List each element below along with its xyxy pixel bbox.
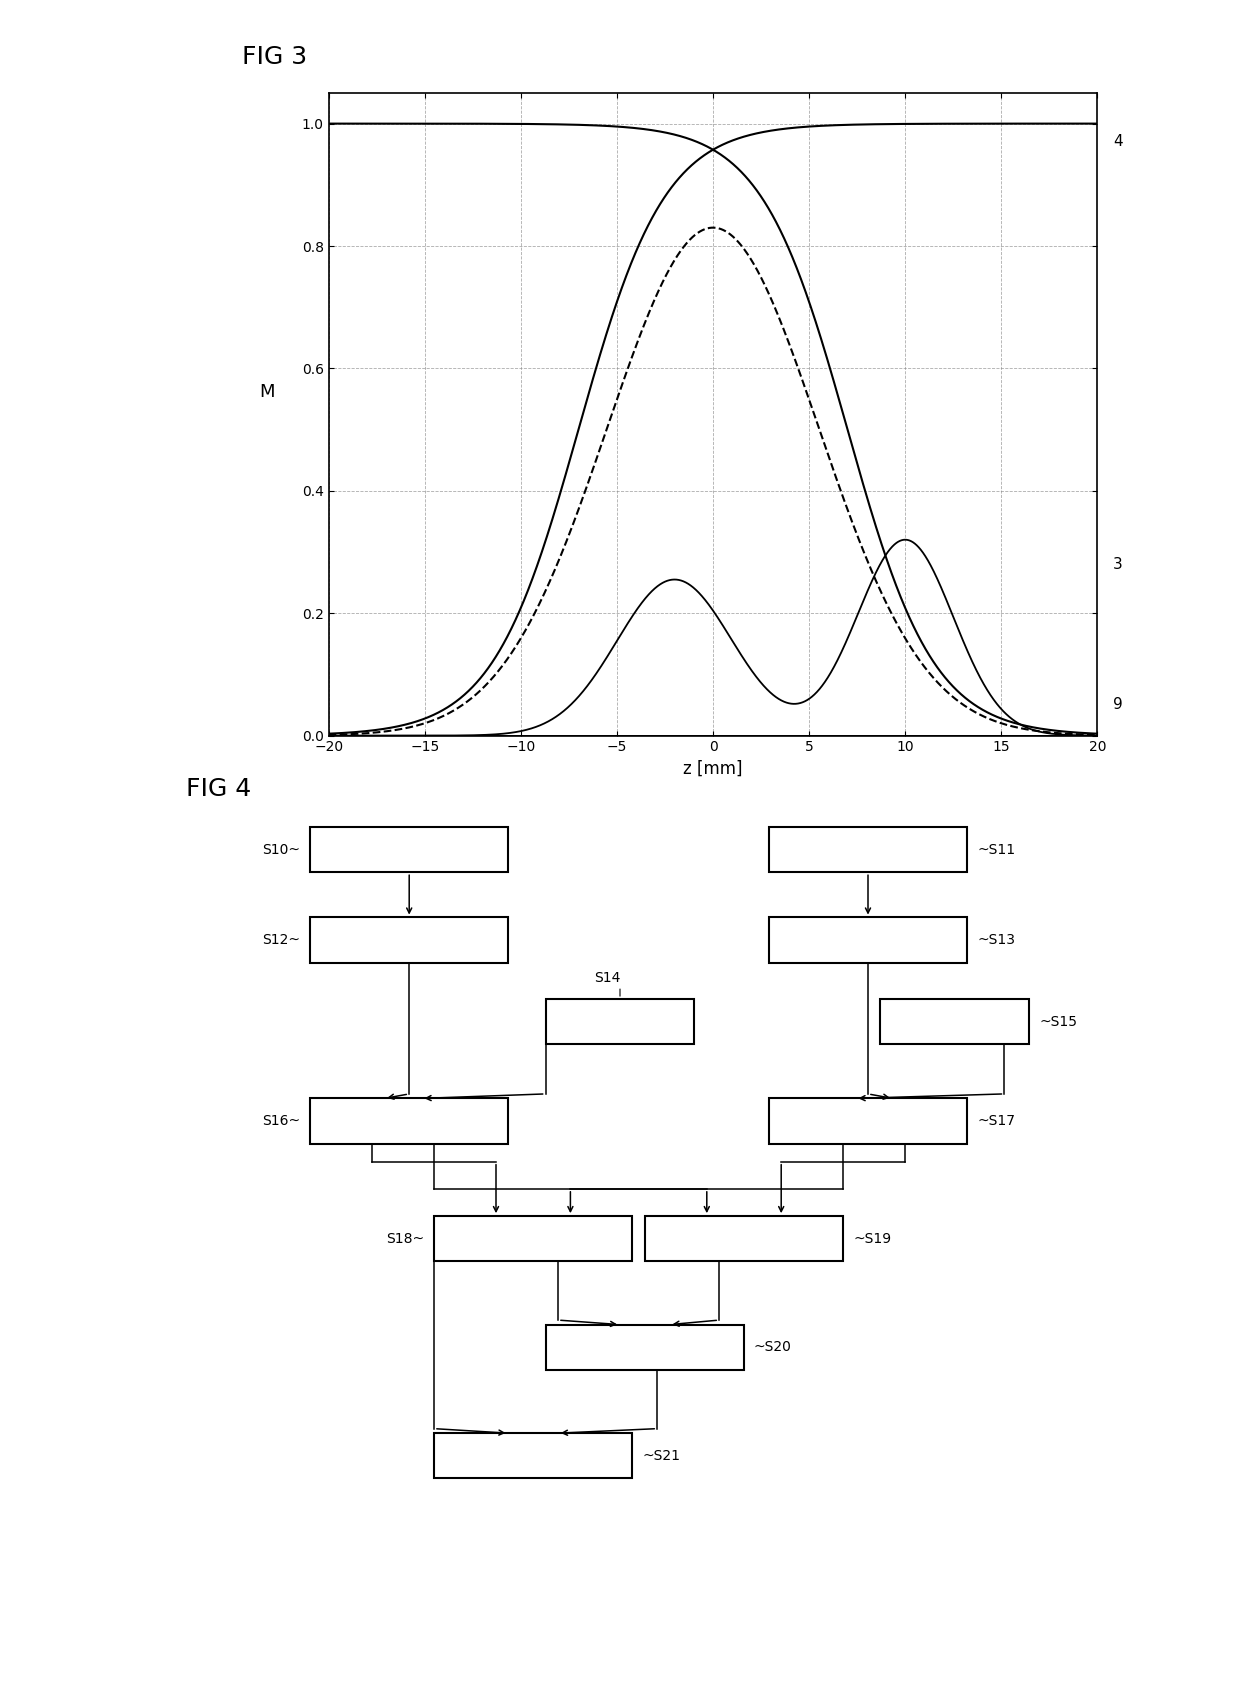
Text: 3: 3 bbox=[1112, 556, 1122, 572]
Bar bbox=[434, 1434, 632, 1478]
Text: ~S13: ~S13 bbox=[977, 933, 1016, 947]
Bar bbox=[769, 1099, 967, 1143]
Text: FIG 4: FIG 4 bbox=[186, 778, 252, 802]
Text: S16~: S16~ bbox=[262, 1114, 300, 1128]
Text: ~S20: ~S20 bbox=[754, 1341, 792, 1354]
Text: ~S11: ~S11 bbox=[977, 842, 1016, 857]
Bar bbox=[434, 1216, 632, 1261]
X-axis label: z [mm]: z [mm] bbox=[683, 759, 743, 778]
Y-axis label: M: M bbox=[259, 384, 275, 401]
Bar bbox=[310, 1099, 508, 1143]
Text: 9: 9 bbox=[1112, 697, 1122, 712]
Bar bbox=[645, 1216, 843, 1261]
Text: FIG 3: FIG 3 bbox=[242, 46, 308, 69]
Bar bbox=[880, 999, 1029, 1043]
Text: ~S19: ~S19 bbox=[853, 1231, 892, 1246]
Bar bbox=[310, 918, 508, 962]
Bar bbox=[769, 918, 967, 962]
Text: S10~: S10~ bbox=[262, 842, 300, 857]
Text: ~S15: ~S15 bbox=[1039, 1015, 1078, 1028]
Bar bbox=[546, 1324, 744, 1370]
Bar bbox=[546, 999, 694, 1043]
Bar bbox=[310, 827, 508, 873]
Text: S14: S14 bbox=[594, 971, 621, 986]
Text: S18~: S18~ bbox=[386, 1231, 424, 1246]
Text: ~S21: ~S21 bbox=[642, 1449, 681, 1463]
Text: 4: 4 bbox=[1112, 135, 1122, 149]
Text: S12~: S12~ bbox=[262, 933, 300, 947]
Bar bbox=[769, 827, 967, 873]
Text: ~S17: ~S17 bbox=[977, 1114, 1016, 1128]
